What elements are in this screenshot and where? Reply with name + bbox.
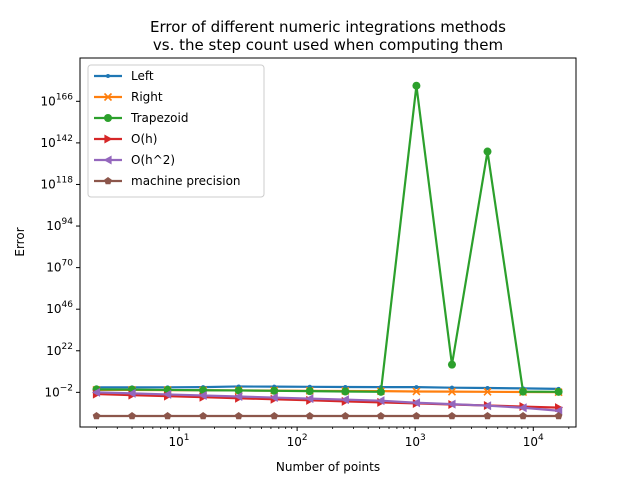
data-point <box>376 396 385 406</box>
series-line <box>96 84 559 393</box>
data-point <box>377 412 385 420</box>
data-point <box>270 412 279 420</box>
data-point <box>305 412 314 420</box>
series-line <box>96 385 559 390</box>
data-point <box>234 392 243 402</box>
data-point <box>127 388 136 398</box>
data-point <box>447 360 456 369</box>
data-point <box>554 387 563 396</box>
data-point <box>163 412 172 420</box>
data-point <box>483 401 492 411</box>
x-tick-label: 103 <box>405 433 426 449</box>
data-point <box>163 389 172 399</box>
data-point <box>483 147 492 156</box>
data-point <box>554 412 563 420</box>
data-point <box>448 412 456 420</box>
legend-label: machine precision <box>131 174 241 188</box>
legend-marker <box>104 134 113 144</box>
series-4 <box>91 387 563 416</box>
data-point <box>412 387 421 396</box>
data-point <box>198 390 207 400</box>
y-axis-label: Error <box>13 227 27 256</box>
plot-frame <box>79 57 577 428</box>
data-point <box>412 412 421 420</box>
y-tick-label: 10−2 <box>44 383 73 399</box>
y-tick-label: 1046 <box>46 300 73 316</box>
y-tick-label: 1070 <box>46 259 73 275</box>
data-layer <box>91 81 564 420</box>
legend-label: Left <box>131 69 154 83</box>
legend-entry: Trapezoid <box>94 111 188 125</box>
y-tick-label: 10118 <box>41 175 74 191</box>
legend-entry: Right <box>94 90 163 104</box>
data-point <box>270 386 279 395</box>
y-tick-label: 10142 <box>41 134 73 150</box>
legend-box <box>87 64 265 198</box>
data-point <box>305 387 314 396</box>
data-point <box>519 412 527 420</box>
data-point <box>340 395 349 405</box>
x-tick-label: 101 <box>169 433 190 449</box>
legend-label: Trapezoid <box>130 111 188 125</box>
legend-entry: machine precision <box>94 174 241 188</box>
x-tick-label: 102 <box>287 433 308 449</box>
legend-label: O(h^2) <box>131 153 175 167</box>
data-point <box>414 385 419 390</box>
data-point <box>519 387 528 396</box>
data-point <box>91 387 101 397</box>
ticks-layer: 101 102 103 104 10−2 1022 1046 1070 1094 10118 101… <box>41 92 570 449</box>
x-axis-label: Number of points <box>276 460 380 474</box>
legend-marker <box>104 114 112 122</box>
series-line <box>96 391 559 412</box>
data-point <box>376 387 385 396</box>
data-point <box>341 412 350 420</box>
y-tick-label: 1094 <box>46 217 73 233</box>
data-point <box>485 386 490 391</box>
chart-title-line-2: vs. the step count used when computing t… <box>153 36 503 54</box>
data-point <box>411 398 421 408</box>
data-point <box>234 412 243 420</box>
data-point <box>554 406 563 416</box>
data-point <box>128 412 136 420</box>
data-point <box>449 385 454 390</box>
y-tick-label: 10166 <box>41 92 74 108</box>
legend-marker <box>104 177 112 185</box>
data-point <box>447 387 457 396</box>
data-point <box>483 387 492 396</box>
data-point <box>199 412 207 420</box>
data-point <box>341 387 350 396</box>
chart-title-line-1: Error of different numeric integrations … <box>150 18 506 36</box>
data-point <box>269 393 278 403</box>
legend-label: O(h) <box>131 132 157 146</box>
legend-marker <box>103 92 113 102</box>
data-point <box>305 394 314 404</box>
legend: Left Right Trapezoid O(h) O(h^2) machine prec… <box>87 64 265 198</box>
legend-label: Right <box>131 90 163 104</box>
x-tick-label: 104 <box>523 433 544 449</box>
data-point <box>447 399 456 409</box>
y-tick-label: 1022 <box>46 342 73 358</box>
legend-entry: O(h) <box>94 132 157 146</box>
legend-entry: Left <box>94 69 154 83</box>
series-5 <box>92 412 563 420</box>
legend-marker <box>106 74 110 78</box>
legend-entry: O(h^2) <box>94 153 175 167</box>
data-point <box>412 81 421 90</box>
data-point <box>518 403 527 413</box>
data-point <box>234 386 243 395</box>
legend-marker <box>103 155 112 165</box>
data-point <box>483 412 492 420</box>
data-point <box>92 412 101 420</box>
